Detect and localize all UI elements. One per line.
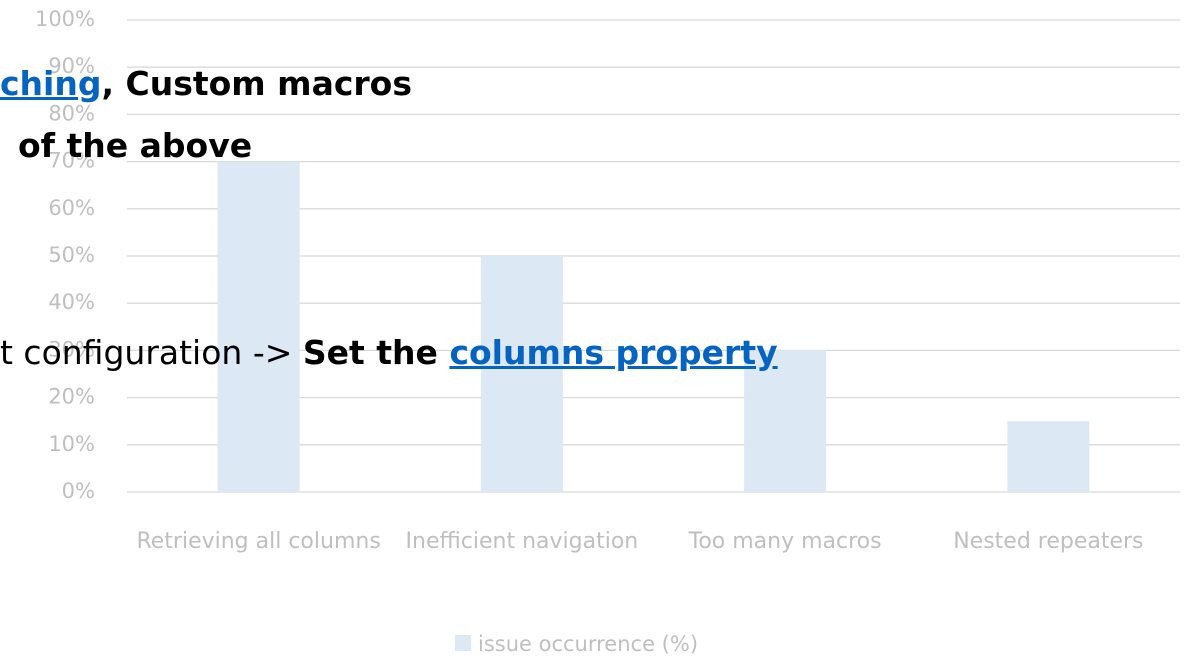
- link[interactable]: columns property: [449, 333, 778, 372]
- x-tick-label: Retrieving all columns: [136, 529, 381, 554]
- legend-swatch: [455, 635, 471, 651]
- y-tick-label: 0%: [62, 479, 95, 503]
- x-tick-label: Inefficient navigation: [405, 529, 639, 554]
- text: , Custom macros: [101, 64, 412, 103]
- x-tick-label: Too many macros: [688, 529, 882, 554]
- overlay-line: ching, Custom macros: [0, 64, 412, 103]
- bar: [217, 161, 300, 492]
- y-tick-label: 70%: [48, 149, 95, 173]
- y-tick-label: 100%: [35, 7, 95, 31]
- text: of the above: [18, 126, 253, 165]
- x-tick-label: Nested repeaters: [953, 529, 1144, 554]
- y-tick-label: 40%: [48, 290, 95, 314]
- overlay-line: t configuration -> Set the columns prope…: [0, 333, 778, 372]
- bar: [480, 256, 563, 492]
- y-tick-label: 50%: [48, 243, 95, 267]
- legend-label: issue occurrence (%): [478, 632, 698, 656]
- bar: [1007, 421, 1090, 492]
- y-tick-label: 10%: [48, 432, 95, 456]
- y-tick-label: 20%: [48, 385, 95, 409]
- bar: [744, 350, 827, 492]
- overlay-line: of the above: [18, 126, 252, 165]
- y-tick-label: 90%: [48, 54, 95, 78]
- y-tick-label: 60%: [48, 196, 95, 220]
- y-tick-label: 80%: [48, 101, 95, 125]
- text: t configuration ->: [0, 333, 303, 372]
- bold-text: Set the: [302, 333, 450, 372]
- link[interactable]: ching: [0, 64, 102, 103]
- y-tick-label: 30%: [48, 337, 95, 361]
